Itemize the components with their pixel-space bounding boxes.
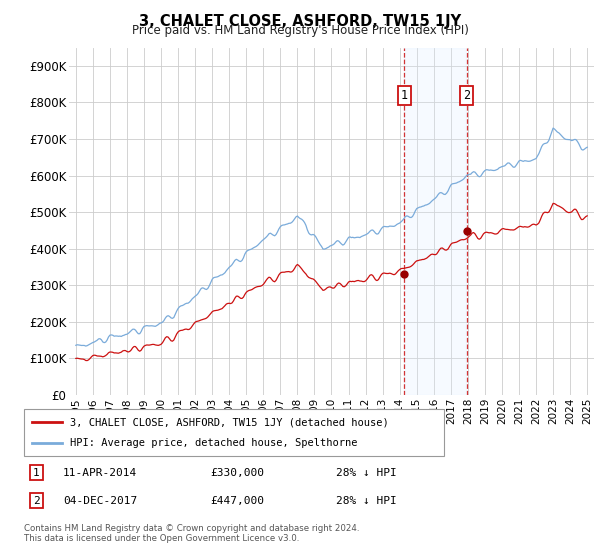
Text: £330,000: £330,000	[210, 468, 264, 478]
Text: 1: 1	[33, 468, 40, 478]
Text: 3, CHALET CLOSE, ASHFORD, TW15 1JY (detached house): 3, CHALET CLOSE, ASHFORD, TW15 1JY (deta…	[70, 417, 389, 427]
Bar	[404, 48, 466, 395]
FancyBboxPatch shape	[24, 409, 444, 456]
Text: 28% ↓ HPI: 28% ↓ HPI	[336, 496, 397, 506]
Text: Contains HM Land Registry data © Crown copyright and database right 2024.
This d: Contains HM Land Registry data © Crown c…	[24, 524, 359, 543]
Text: Price paid vs. HM Land Registry's House Price Index (HPI): Price paid vs. HM Land Registry's House …	[131, 24, 469, 37]
Text: 04-DEC-2017: 04-DEC-2017	[63, 496, 137, 506]
Text: 2: 2	[33, 496, 40, 506]
Text: £447,000: £447,000	[210, 496, 264, 506]
Text: 1: 1	[401, 88, 408, 101]
Text: 28% ↓ HPI: 28% ↓ HPI	[336, 468, 397, 478]
Text: HPI: Average price, detached house, Spelthorne: HPI: Average price, detached house, Spel…	[70, 438, 358, 448]
Text: 3, CHALET CLOSE, ASHFORD, TW15 1JY: 3, CHALET CLOSE, ASHFORD, TW15 1JY	[139, 14, 461, 29]
Text: 2: 2	[463, 88, 470, 101]
Text: 11-APR-2014: 11-APR-2014	[63, 468, 137, 478]
